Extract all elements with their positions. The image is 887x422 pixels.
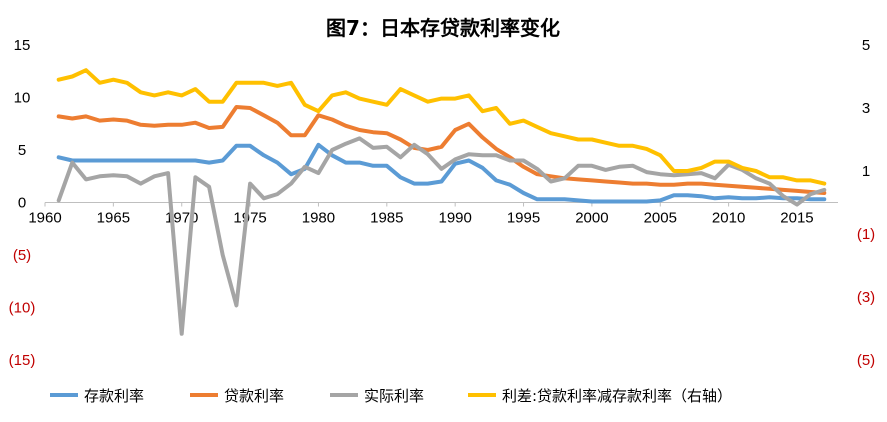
x-tick-label: 1990	[438, 210, 471, 227]
left-tick-label: (5)	[13, 247, 31, 264]
legend-label: 利差:贷款利率减存款利率（右轴）	[502, 387, 732, 405]
x-axis: 1960 1965 1970 1975 1980 1985 1990 1995 2000 2005…	[28, 202, 814, 227]
x-tick-label: 1960	[28, 210, 61, 227]
legend-label: 贷款利率	[224, 387, 284, 405]
right-tick-label: (5)	[857, 352, 875, 369]
left-axis: 15 10 5 0 (5) (10) (15)	[9, 37, 36, 369]
legend-label: 实际利率	[364, 387, 424, 405]
legend: 存款利率 贷款利率 实际利率 利差:贷款利率减存款利率（右轴）	[50, 387, 732, 405]
left-tick-label: 15	[14, 37, 31, 54]
right-axis: 5 3 1 (1) (3) (5)	[857, 37, 875, 369]
x-tick-label: 1965	[97, 210, 130, 227]
legend-label: 存款利率	[84, 387, 144, 405]
right-tick-label: 3	[862, 100, 870, 117]
right-tick-label: (3)	[857, 289, 875, 306]
x-tick-label: 1985	[370, 210, 403, 227]
x-tick-label: 1975	[233, 210, 266, 227]
x-tick-label: 2010	[712, 210, 745, 227]
left-tick-label: (15)	[9, 352, 36, 369]
x-tick-label: 1995	[507, 210, 540, 227]
right-tick-label: 1	[862, 163, 870, 180]
left-tick-label: (10)	[9, 300, 36, 317]
right-tick-label: 5	[862, 37, 870, 54]
chart-title: 图7：日本存贷款利率变化	[326, 16, 560, 40]
x-tick-label: 1980	[302, 210, 335, 227]
series-layer	[56, 68, 827, 336]
series-line-1	[56, 142, 827, 204]
series-line-4	[56, 68, 827, 186]
x-tick-label: 2000	[575, 210, 608, 227]
left-tick-label: 10	[14, 90, 31, 107]
right-tick-label: (1)	[857, 226, 875, 243]
x-tick-label: 2005	[644, 210, 677, 227]
series-line-3	[56, 136, 827, 336]
left-tick-label: 0	[18, 195, 26, 212]
left-tick-label: 5	[18, 142, 26, 159]
x-tick-label: 2015	[780, 210, 813, 227]
series-line-2	[56, 105, 827, 195]
